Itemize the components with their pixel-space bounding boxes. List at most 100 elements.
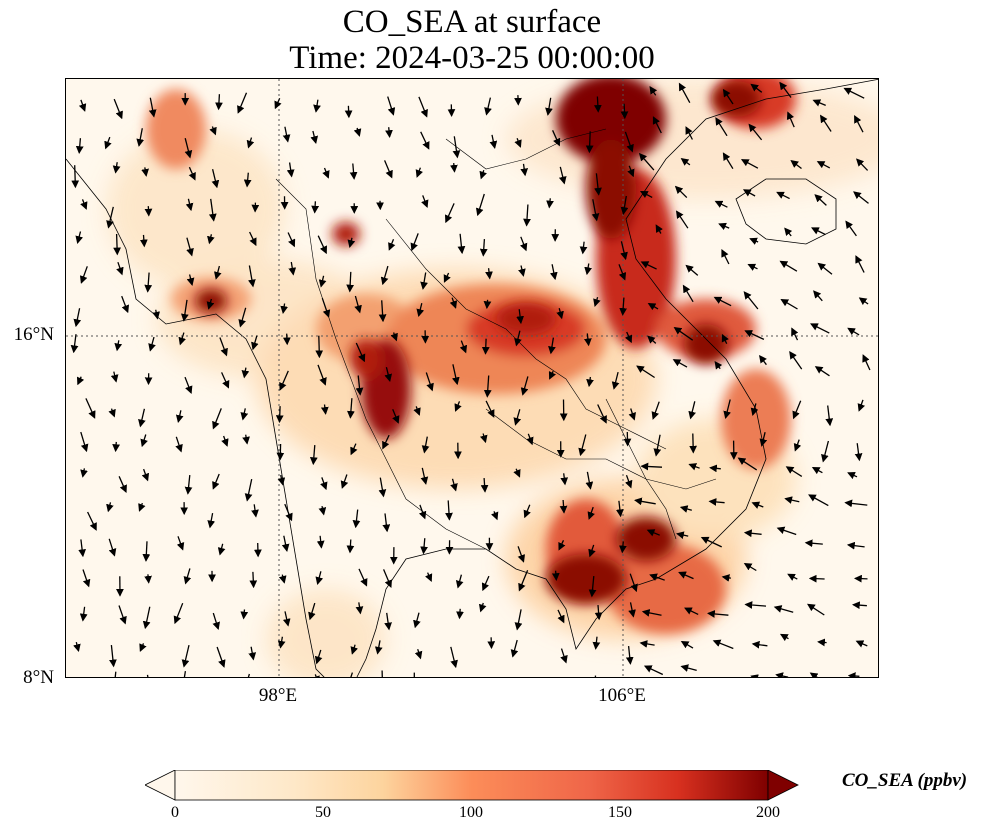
wind-arrow bbox=[817, 638, 827, 647]
wind-arrow bbox=[355, 342, 366, 363]
wind-arrow bbox=[653, 434, 662, 457]
wind-arrow bbox=[452, 136, 461, 159]
wind-arrow bbox=[585, 471, 594, 490]
wind-arrow bbox=[526, 433, 534, 446]
wind-arrow bbox=[141, 167, 149, 177]
wind-arrow bbox=[212, 473, 220, 490]
wind-arrow bbox=[221, 372, 230, 389]
wind-arrow bbox=[207, 512, 216, 529]
wind-arrow bbox=[779, 633, 789, 642]
wind-arrow bbox=[178, 332, 186, 346]
wind-arrow bbox=[520, 163, 529, 177]
wind-arrow bbox=[853, 191, 869, 204]
wind-arrow bbox=[421, 436, 430, 454]
wind-arrow bbox=[516, 309, 524, 325]
wind-arrow bbox=[313, 99, 321, 113]
wind-arrow bbox=[560, 473, 569, 486]
wind-arrow bbox=[484, 97, 492, 116]
wind-arrow bbox=[116, 261, 124, 276]
wind-arrow bbox=[628, 602, 636, 618]
wind-arrow bbox=[215, 94, 223, 111]
wind-arrow bbox=[680, 158, 691, 166]
wind-arrow bbox=[646, 529, 660, 537]
wind-arrow bbox=[556, 308, 564, 320]
wind-arrow bbox=[639, 640, 655, 648]
wind-arrow bbox=[597, 404, 607, 424]
wind-arrow bbox=[350, 644, 358, 655]
wind-arrow bbox=[619, 541, 627, 554]
wind-arrow bbox=[242, 434, 250, 445]
wind-arrow bbox=[444, 203, 455, 224]
wind-arrow bbox=[585, 131, 594, 154]
wind-arrow bbox=[277, 474, 286, 486]
co-concentration-field bbox=[106, 79, 878, 677]
wind-arrow bbox=[392, 408, 400, 424]
wind-arrow bbox=[219, 337, 228, 357]
wind-arrow bbox=[414, 649, 423, 660]
wind-arrow bbox=[248, 646, 257, 661]
wind-arrow bbox=[513, 409, 522, 426]
wind-arrow bbox=[647, 302, 659, 311]
wind-arrow bbox=[479, 433, 488, 444]
wind-arrow bbox=[207, 234, 215, 245]
wind-arrow bbox=[523, 204, 531, 227]
wind-arrow bbox=[80, 468, 88, 478]
wind-arrow bbox=[721, 249, 730, 265]
wind-arrow bbox=[791, 327, 799, 341]
wind-arrow bbox=[410, 233, 419, 252]
wind-arrow bbox=[388, 238, 396, 251]
wind-arrow bbox=[593, 96, 602, 113]
wind-arrow bbox=[110, 371, 119, 383]
wind-arrow bbox=[652, 116, 662, 134]
wind-arrow bbox=[184, 376, 193, 395]
wind-arrow bbox=[317, 235, 327, 255]
wind-arrow bbox=[380, 265, 389, 286]
wind-arrow bbox=[451, 364, 460, 386]
wind-arrow bbox=[277, 636, 286, 649]
wind-arrow bbox=[545, 97, 553, 116]
wind-arrow bbox=[385, 127, 393, 138]
wind-arrow bbox=[845, 220, 857, 237]
wind-arrow bbox=[808, 494, 829, 507]
wind-arrow bbox=[588, 544, 596, 558]
wind-arrow bbox=[421, 195, 429, 209]
wind-arrow bbox=[312, 674, 320, 677]
wind-arrow bbox=[546, 198, 554, 209]
wind-arrow bbox=[278, 574, 287, 584]
wind-arrow bbox=[112, 162, 121, 174]
wind-arrow bbox=[209, 126, 217, 136]
wind-arrow bbox=[82, 569, 91, 588]
wind-arrow bbox=[282, 126, 291, 143]
wind-arrow bbox=[212, 677, 215, 678]
wind-arrow bbox=[350, 672, 354, 677]
wind-arrow bbox=[489, 134, 498, 149]
wind-arrow bbox=[816, 161, 831, 169]
map-panel bbox=[65, 78, 879, 678]
wind-arrow bbox=[249, 571, 258, 589]
wind-arrow bbox=[284, 503, 293, 522]
wind-arrow bbox=[779, 81, 792, 98]
wind-arrow bbox=[248, 265, 256, 288]
wind-arrow bbox=[784, 496, 800, 504]
wind-arrow bbox=[551, 570, 560, 581]
wind-arrow bbox=[714, 360, 723, 370]
wind-arrow bbox=[352, 509, 361, 529]
wind-arrow bbox=[344, 105, 353, 119]
wind-arrow bbox=[722, 88, 734, 105]
wind-arrow bbox=[611, 371, 620, 390]
wind-arrow bbox=[317, 364, 327, 386]
wind-arrow bbox=[804, 539, 823, 548]
wind-arrow bbox=[708, 498, 725, 506]
wind-arrow bbox=[450, 646, 458, 669]
wind-arrow bbox=[251, 335, 259, 351]
wind-arrow bbox=[712, 639, 734, 650]
wind-arrow bbox=[212, 612, 220, 631]
coastlines-borders bbox=[66, 79, 878, 677]
wind-arrow bbox=[813, 290, 823, 302]
wind-arrow bbox=[136, 128, 145, 147]
wind-arrow bbox=[316, 535, 325, 549]
wind-arrow bbox=[413, 406, 421, 416]
wind-arrow bbox=[584, 263, 592, 276]
wind-arrow bbox=[673, 326, 694, 341]
wind-arrow bbox=[627, 165, 635, 178]
